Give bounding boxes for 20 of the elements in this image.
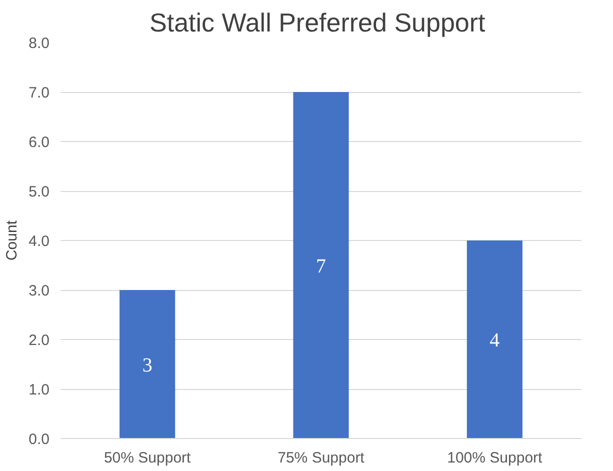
y-tick-label: 3.0 [28,282,50,300]
y-tick-label: 0.0 [28,431,50,448]
y-tick-label: 2.0 [28,332,50,349]
y-tick-label: 1.0 [28,382,50,398]
bar [466,240,522,438]
y-tick-label: 4.0 [28,233,50,250]
x-tick-label: 75% Support [278,450,366,466]
chart-title: Static Wall Preferred Support [150,8,486,38]
y-tick-label: 5.0 [28,184,50,200]
data-label: 3 [142,354,152,376]
data-label: 7 [316,255,326,278]
x-tick-label: 50% Support [104,450,192,466]
y-axis-title: Count [4,220,21,261]
data-label: 4 [490,330,500,352]
x-tick-label: 100% Support [447,450,544,466]
y-tick-label: 7.0 [28,84,50,102]
bar [293,92,349,438]
y-tick-label: 6.0 [28,134,50,151]
bar [120,290,176,438]
y-tick-label: 8.0 [28,35,50,52]
